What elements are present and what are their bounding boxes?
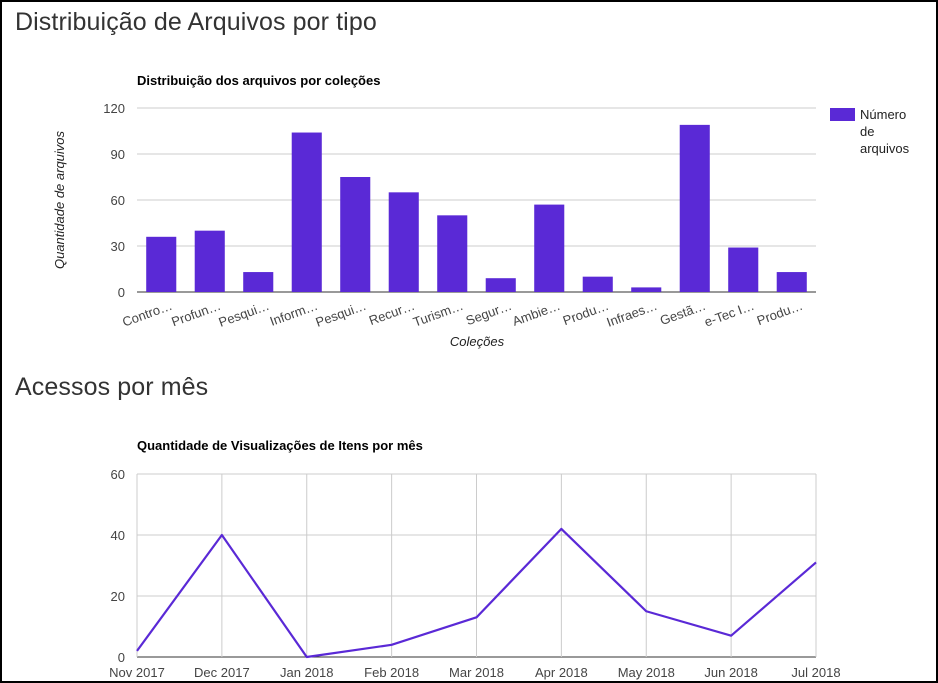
bar[interactable] (291, 132, 322, 292)
bar[interactable] (388, 192, 419, 292)
line-point[interactable] (559, 527, 563, 531)
bar-chart-y-tick: 60 (111, 193, 125, 208)
line-chart-x-tick: Jun 2018 (704, 665, 758, 680)
line-chart-x-tick: Mar 2018 (449, 665, 504, 680)
line-chart-grid: 0 20 40 60 (111, 467, 817, 665)
bar[interactable] (194, 230, 225, 292)
bar-chart-title: Distribuição dos arquivos por coleções (137, 73, 380, 88)
legend-label-line-1: Número (860, 107, 906, 122)
legend-label-line-2: de (860, 124, 874, 139)
line-chart-x-tick: Feb 2018 (364, 665, 419, 680)
line-chart-y-tick: 60 (111, 467, 125, 482)
bar-chart-x-axis-label: Coleções (450, 334, 505, 349)
line-point[interactable] (135, 649, 139, 653)
bar-chart-bars[interactable] (146, 124, 807, 292)
files-section-title: Distribuição de Arquivos por tipo (15, 8, 377, 36)
line-chart-x-ticks: Nov 2017 Dec 2017 Jan 2018 Feb 2018 Mar 2018… (109, 665, 840, 680)
bar-chart-y-tick: 30 (111, 239, 125, 254)
line-chart-y-tick: 40 (111, 528, 125, 543)
line-chart-title: Quantidade de Visualizações de Itens por… (137, 438, 423, 453)
bar[interactable] (243, 272, 274, 292)
line-point[interactable] (475, 615, 479, 619)
series-line[interactable] (136, 527, 817, 659)
bar[interactable] (485, 278, 516, 292)
bar[interactable] (631, 287, 662, 292)
line-point[interactable] (390, 643, 394, 647)
line-chart-series[interactable] (135, 527, 818, 659)
line-point[interactable] (814, 560, 818, 564)
line-point[interactable] (644, 609, 648, 613)
line-point[interactable] (220, 533, 224, 537)
line-chart-x-tick: Nov 2017 (109, 665, 165, 680)
bar-chart-y-axis-label: Quantidade de arquivos (52, 130, 67, 269)
bar[interactable] (340, 177, 371, 292)
bar[interactable] (582, 276, 613, 292)
line-chart-x-tick: Apr 2018 (535, 665, 588, 680)
bar[interactable] (728, 247, 759, 292)
bar[interactable] (146, 236, 177, 292)
line-point[interactable] (729, 634, 733, 638)
bar[interactable] (776, 272, 807, 292)
bar-chart-y-tick: 90 (111, 147, 125, 162)
line-point[interactable] (305, 655, 309, 659)
legend-label-line-3: arquivos (860, 141, 910, 156)
bar[interactable] (437, 215, 468, 292)
bar-chart-y-tick: 0 (118, 285, 125, 300)
legend-swatch (830, 108, 855, 121)
line-chart-x-tick: Jan 2018 (280, 665, 334, 680)
line-chart-y-tick: 0 (118, 650, 125, 665)
access-section-title: Acessos por mês (15, 373, 209, 401)
bar-chart-y-tick: 120 (103, 101, 125, 116)
bar-chart-legend[interactable]: Número de arquivos (830, 107, 910, 156)
line-chart-y-tick: 20 (111, 589, 125, 604)
bar[interactable] (534, 204, 565, 292)
line-chart-x-tick: Dec 2017 (194, 665, 250, 680)
line-chart-x-tick: Jul 2018 (791, 665, 840, 680)
line-chart-x-tick: May 2018 (618, 665, 675, 680)
bar[interactable] (679, 124, 710, 292)
